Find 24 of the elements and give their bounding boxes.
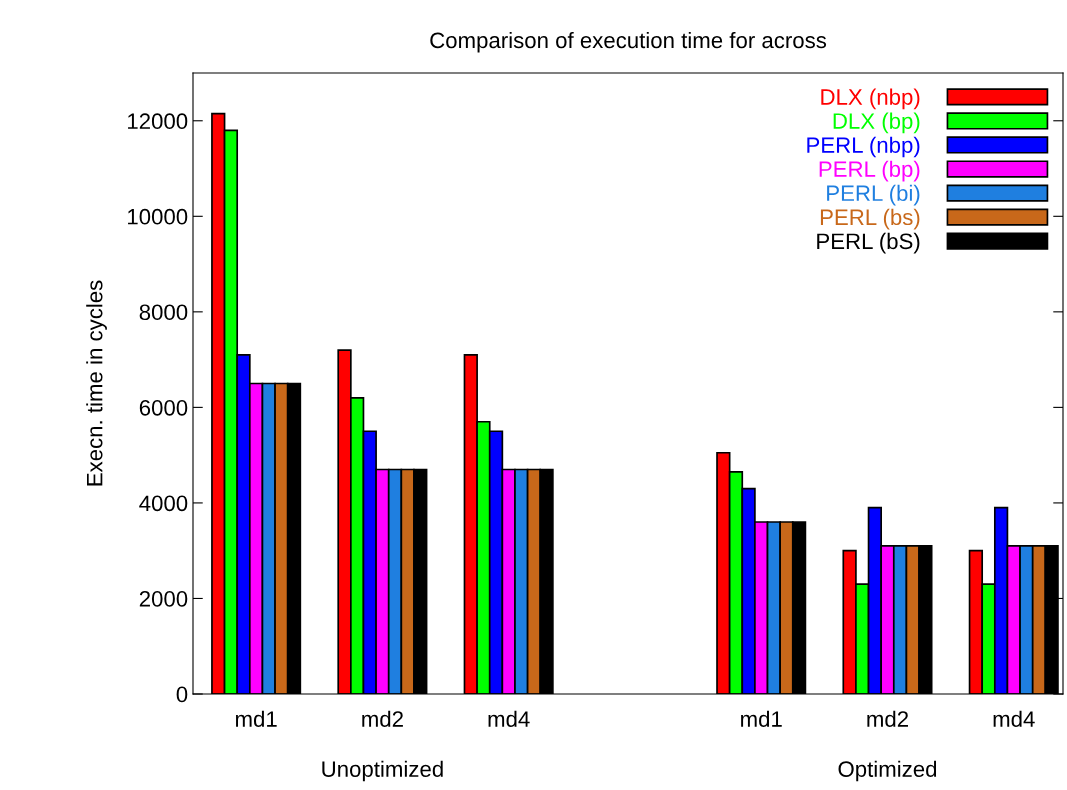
x-tick-label: md1 [741, 710, 782, 727]
x-tick-label: md2 [867, 710, 908, 727]
text: Unoptimized [322, 760, 443, 782]
legend-label: DLX (nbp) [821, 88, 920, 110]
x-tick-label: md4 [993, 710, 1035, 727]
text: Optimized [838, 760, 937, 782]
legend-label: PERL (nbp) [807, 136, 920, 158]
legend-label: PERL (bS) [817, 232, 920, 254]
y-tick-label: 10000 [128, 208, 188, 225]
legend-label: PERL (bi) [827, 184, 920, 206]
y-tick-label: 2000 [139, 591, 188, 607]
y-axis-title: Execn. time in cycles [86, 280, 107, 486]
legend-label: DLX (bp) [833, 112, 920, 134]
x-tick-label: md2 [362, 710, 403, 727]
y-tick-label: 8000 [139, 304, 188, 321]
legend-label: PERL (bp) [819, 160, 920, 182]
y-tick-label: 12000 [128, 113, 188, 130]
x-tick-label: md1 [236, 710, 277, 727]
chart-title: Comparison of execution time for across [430, 31, 827, 53]
legend-label: PERL (bs) [820, 208, 920, 230]
x-tick-label: md4 [488, 710, 530, 727]
y-tick-label: 4000 [139, 495, 188, 512]
y-tick-label: 0 [176, 686, 188, 703]
y-tick-label: 6000 [139, 399, 188, 416]
